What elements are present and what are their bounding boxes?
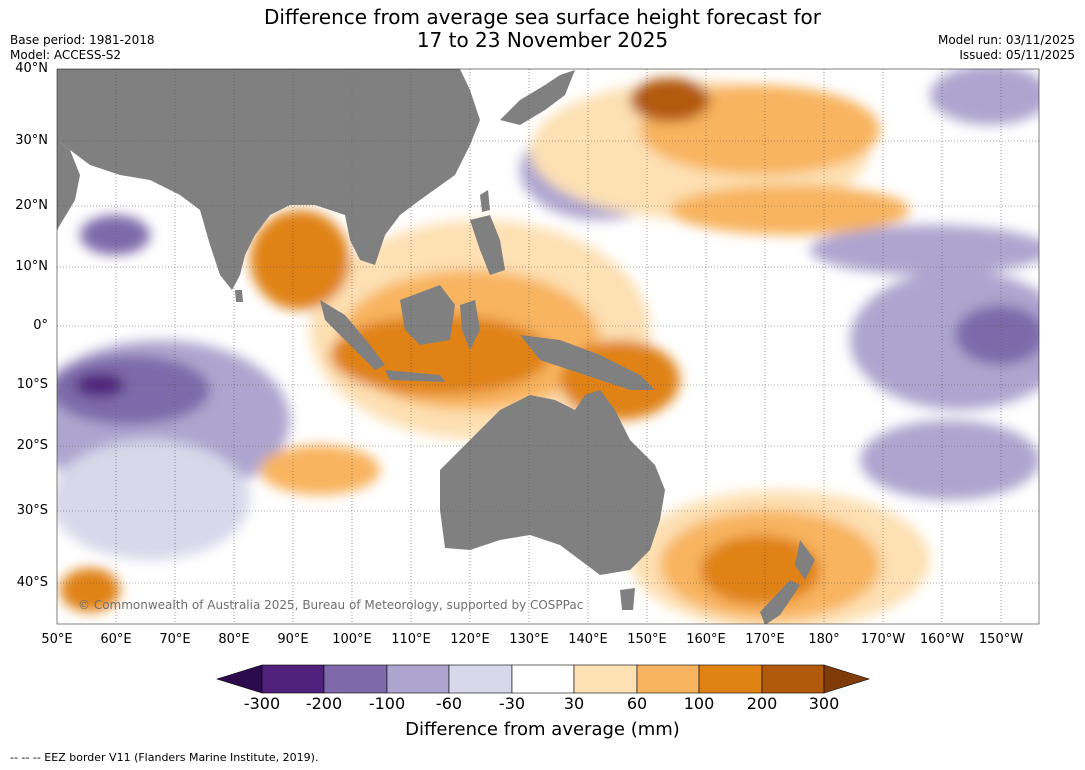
anomaly-nw-pac-band [670,185,910,235]
lon-tick: 50°E [41,632,73,647]
model-name: Model: ACCESS-S2 [10,48,122,62]
lon-tick: 70°E [159,632,191,647]
colorbar-bin-9 [761,664,825,694]
colorbar-bin-2 [323,664,388,694]
anomaly-north-pac-hot [630,78,710,122]
landmass-java [385,370,445,382]
graticule [57,69,1039,624]
lat-tick: 0° [33,318,48,333]
colorbar-label: 200 [746,694,778,713]
anomaly-west-indian [57,440,250,560]
colorbar-bin-8 [698,664,763,694]
anomaly-indian-core [57,355,210,425]
lon-tick: 120°E [450,632,490,647]
colorbar-min-arrow [215,664,263,694]
colorbar-label: 300 [808,694,840,713]
base-period: Base period: 1981-2018 [10,33,155,47]
colorbar-label: -300 [243,694,281,713]
lon-tick: 60°E [100,632,132,647]
colorbar-bin-7 [636,664,700,694]
lat-tick: 40°N [15,61,48,76]
model-run: Model run: 03/11/2025 [937,33,1075,47]
colorbar-label: 30 [563,694,585,713]
eez-footnote: -- -- -- EEZ border V11 (Flanders Marine… [10,751,319,764]
lon-tick: 160°W [919,632,965,647]
lon-tick: 130°E [509,632,549,647]
lat-tick: 30°N [15,133,48,148]
landmass-sumatra [320,300,385,370]
colorbar-label: -60 [435,694,463,713]
land [57,69,815,624]
lat-tick: 30°S [16,503,48,518]
anomaly-sw-indian [60,568,120,612]
chart-title-line1: Difference from average sea surface heig… [263,5,822,29]
lon-tick: 80°E [218,632,250,647]
landmass-sri-lanka [235,290,243,302]
lon-tick: 140°E [568,632,608,647]
landmass-new-zealand-north [795,540,815,580]
colorbar [215,664,871,694]
landmass-tasmania [620,588,635,610]
colorbar-label: -100 [368,694,406,713]
lon-tick: 170°E [745,632,785,647]
colorbar-bin-4 [448,664,513,694]
lon-tick: 150°E [627,632,667,647]
colorbar-bin-3 [386,664,450,694]
lat-tick: 20°S [16,438,48,453]
anomaly-bay-bengal [250,210,350,310]
anomaly-east-pacific [850,270,1039,410]
chart-title-line2: 17 to 23 November 2025 [416,28,669,52]
lon-tick: 180° [808,632,840,647]
landmass-arabia [57,140,80,230]
anomaly-pac-eq-core [955,305,1039,365]
copyright-notice: © Commonwealth of Australia 2025, Bureau… [78,598,584,612]
anomaly-south-indian-orange [260,445,380,495]
colorbar-title: Difference from average (mm) [405,719,680,740]
colorbar-bin-6 [573,664,638,694]
landmass-australia [440,390,665,575]
anomaly-pac-band [810,225,1039,275]
lon-tick: 170°W [860,632,906,647]
landmass-asia [57,69,480,290]
lon-tick: 100°E [332,632,372,647]
issued-date: Issued: 05/11/2025 [959,48,1075,62]
lon-tick: 90°E [277,632,309,647]
lon-tick: 150°W [978,632,1024,647]
colorbar-bin-5 [511,664,575,694]
colorbar-label: -200 [305,694,343,713]
lat-tick: 10°N [15,259,48,274]
landmass-new-guinea [520,335,655,390]
lon-tick: 110°E [391,632,431,647]
landmass-philippines [470,215,505,275]
anomaly-indonesia [330,315,550,395]
lat-tick: 20°N [15,198,48,213]
anomaly-arabian [80,215,150,255]
lat-tick: 10°S [16,377,48,392]
colorbar-bin-1 [261,664,325,694]
lon-tick: 160°E [686,632,726,647]
colorbar-label: -30 [498,694,526,713]
landmass-new-zealand-south [760,580,800,624]
colorbar-label: 100 [683,694,715,713]
landmass-taiwan [480,190,490,212]
anomaly-se-pac [860,420,1039,500]
colorbar-label: 60 [626,694,648,713]
lat-tick: 40°S [16,575,48,590]
anomaly-north-pacific-east [930,69,1039,125]
landmass-japan [500,70,575,125]
landmass-borneo [400,285,455,345]
colorbar-max-arrow [823,664,871,694]
